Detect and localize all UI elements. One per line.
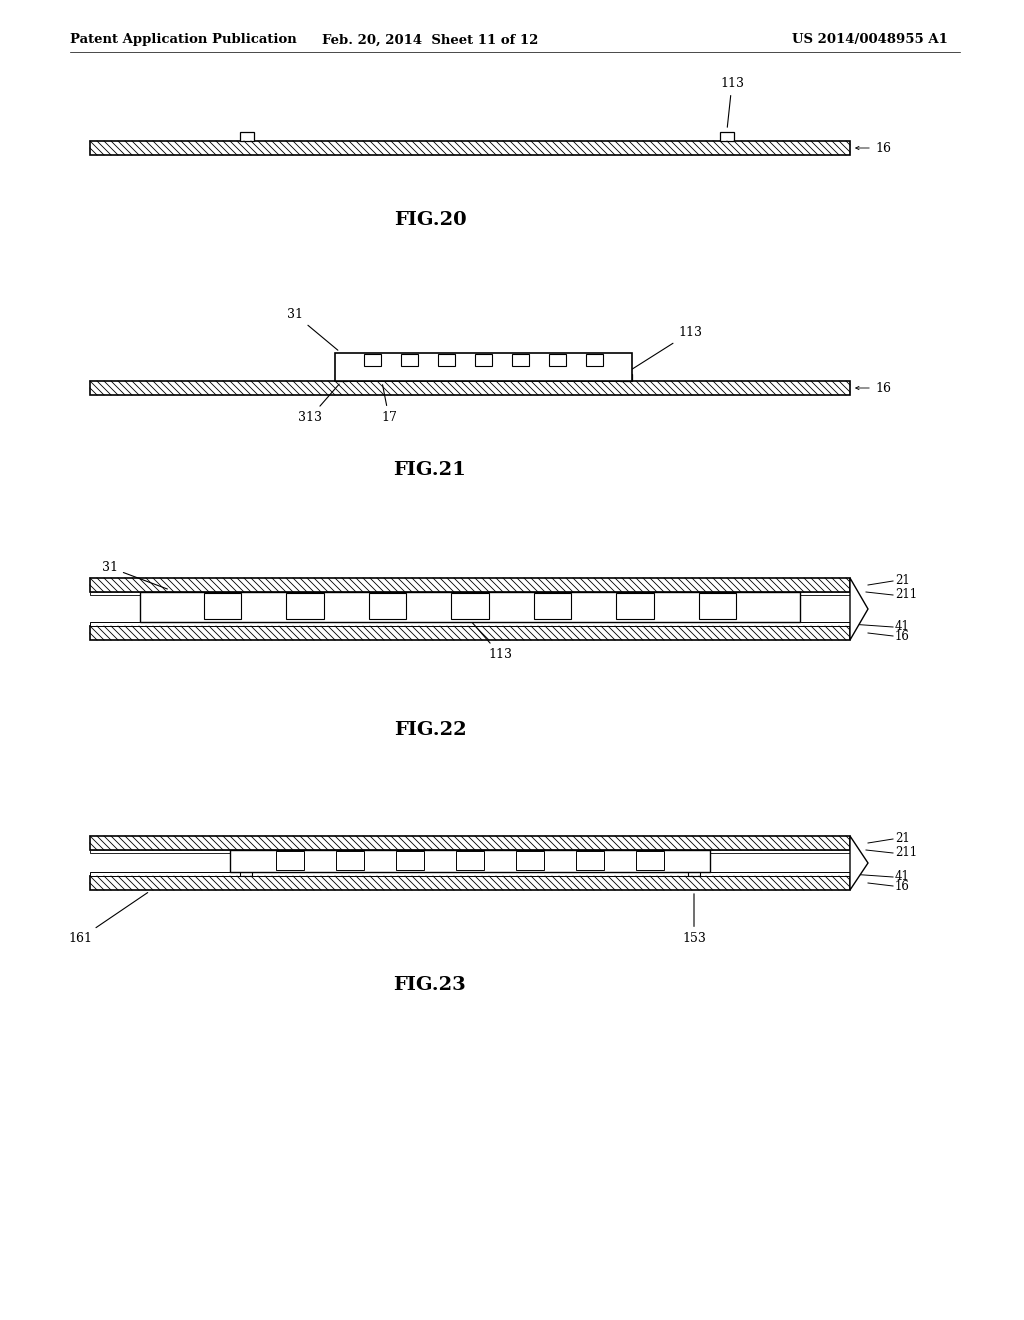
Bar bbox=[364, 354, 381, 366]
Text: 113: 113 bbox=[472, 622, 512, 661]
Text: 113: 113 bbox=[629, 326, 702, 371]
Bar bbox=[549, 354, 566, 366]
Bar bbox=[438, 354, 455, 366]
Text: 17: 17 bbox=[381, 384, 397, 424]
Bar bbox=[335, 374, 347, 381]
Text: 153: 153 bbox=[682, 894, 706, 945]
Bar bbox=[620, 374, 632, 381]
Text: FIG.23: FIG.23 bbox=[393, 975, 466, 994]
Text: 16: 16 bbox=[874, 141, 891, 154]
Text: 31: 31 bbox=[287, 308, 338, 350]
Text: 21: 21 bbox=[895, 833, 909, 846]
Bar bbox=[636, 851, 664, 870]
Text: FIG.20: FIG.20 bbox=[393, 211, 466, 228]
Text: US 2014/0048955 A1: US 2014/0048955 A1 bbox=[792, 33, 948, 46]
Bar bbox=[577, 851, 604, 870]
Text: 21: 21 bbox=[895, 574, 909, 587]
Bar bbox=[720, 132, 734, 141]
Bar bbox=[688, 870, 700, 876]
Text: 313: 313 bbox=[298, 384, 339, 424]
Text: 41: 41 bbox=[895, 870, 910, 883]
Bar bbox=[286, 593, 324, 619]
Text: 113: 113 bbox=[720, 77, 744, 127]
Text: FIG.21: FIG.21 bbox=[393, 461, 467, 479]
Bar bbox=[475, 354, 492, 366]
Bar bbox=[276, 851, 304, 870]
Bar bbox=[240, 132, 254, 141]
Text: 211: 211 bbox=[895, 846, 918, 859]
Bar bbox=[204, 593, 242, 619]
Bar bbox=[240, 870, 252, 876]
Bar bbox=[335, 352, 632, 381]
Bar bbox=[396, 851, 424, 870]
Text: 16: 16 bbox=[895, 630, 910, 643]
Bar bbox=[516, 851, 544, 870]
Polygon shape bbox=[850, 836, 868, 890]
Bar bbox=[457, 851, 483, 870]
Bar bbox=[90, 836, 850, 850]
Bar bbox=[90, 876, 850, 890]
Text: 31: 31 bbox=[102, 561, 167, 589]
Bar bbox=[140, 591, 800, 622]
Bar bbox=[90, 850, 850, 853]
Text: 161: 161 bbox=[68, 892, 147, 945]
Text: 41: 41 bbox=[895, 620, 910, 634]
Bar bbox=[90, 141, 850, 154]
Bar bbox=[616, 593, 654, 619]
Bar bbox=[230, 850, 710, 873]
Text: 211: 211 bbox=[895, 589, 918, 602]
Bar bbox=[400, 354, 418, 366]
Polygon shape bbox=[850, 578, 868, 640]
Bar bbox=[90, 578, 850, 591]
Text: FIG.22: FIG.22 bbox=[393, 721, 466, 739]
Text: 16: 16 bbox=[874, 381, 891, 395]
Bar bbox=[336, 851, 364, 870]
Bar bbox=[534, 593, 571, 619]
Bar bbox=[698, 593, 736, 619]
Bar bbox=[512, 354, 529, 366]
Bar bbox=[369, 593, 407, 619]
Bar bbox=[90, 622, 850, 626]
Bar bbox=[587, 354, 603, 366]
Bar bbox=[90, 381, 850, 395]
Text: 16: 16 bbox=[895, 879, 910, 892]
Bar bbox=[90, 626, 850, 640]
Text: Feb. 20, 2014  Sheet 11 of 12: Feb. 20, 2014 Sheet 11 of 12 bbox=[322, 33, 539, 46]
Bar bbox=[452, 593, 488, 619]
Bar bbox=[90, 873, 850, 876]
Text: Patent Application Publication: Patent Application Publication bbox=[70, 33, 297, 46]
Bar bbox=[90, 591, 850, 595]
